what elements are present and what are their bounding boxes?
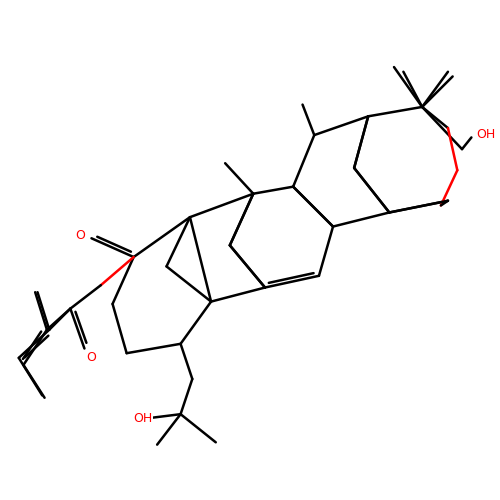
- Text: O: O: [86, 352, 97, 364]
- Text: OH: OH: [476, 128, 496, 140]
- Text: O: O: [75, 230, 85, 242]
- Text: OH: OH: [134, 412, 152, 426]
